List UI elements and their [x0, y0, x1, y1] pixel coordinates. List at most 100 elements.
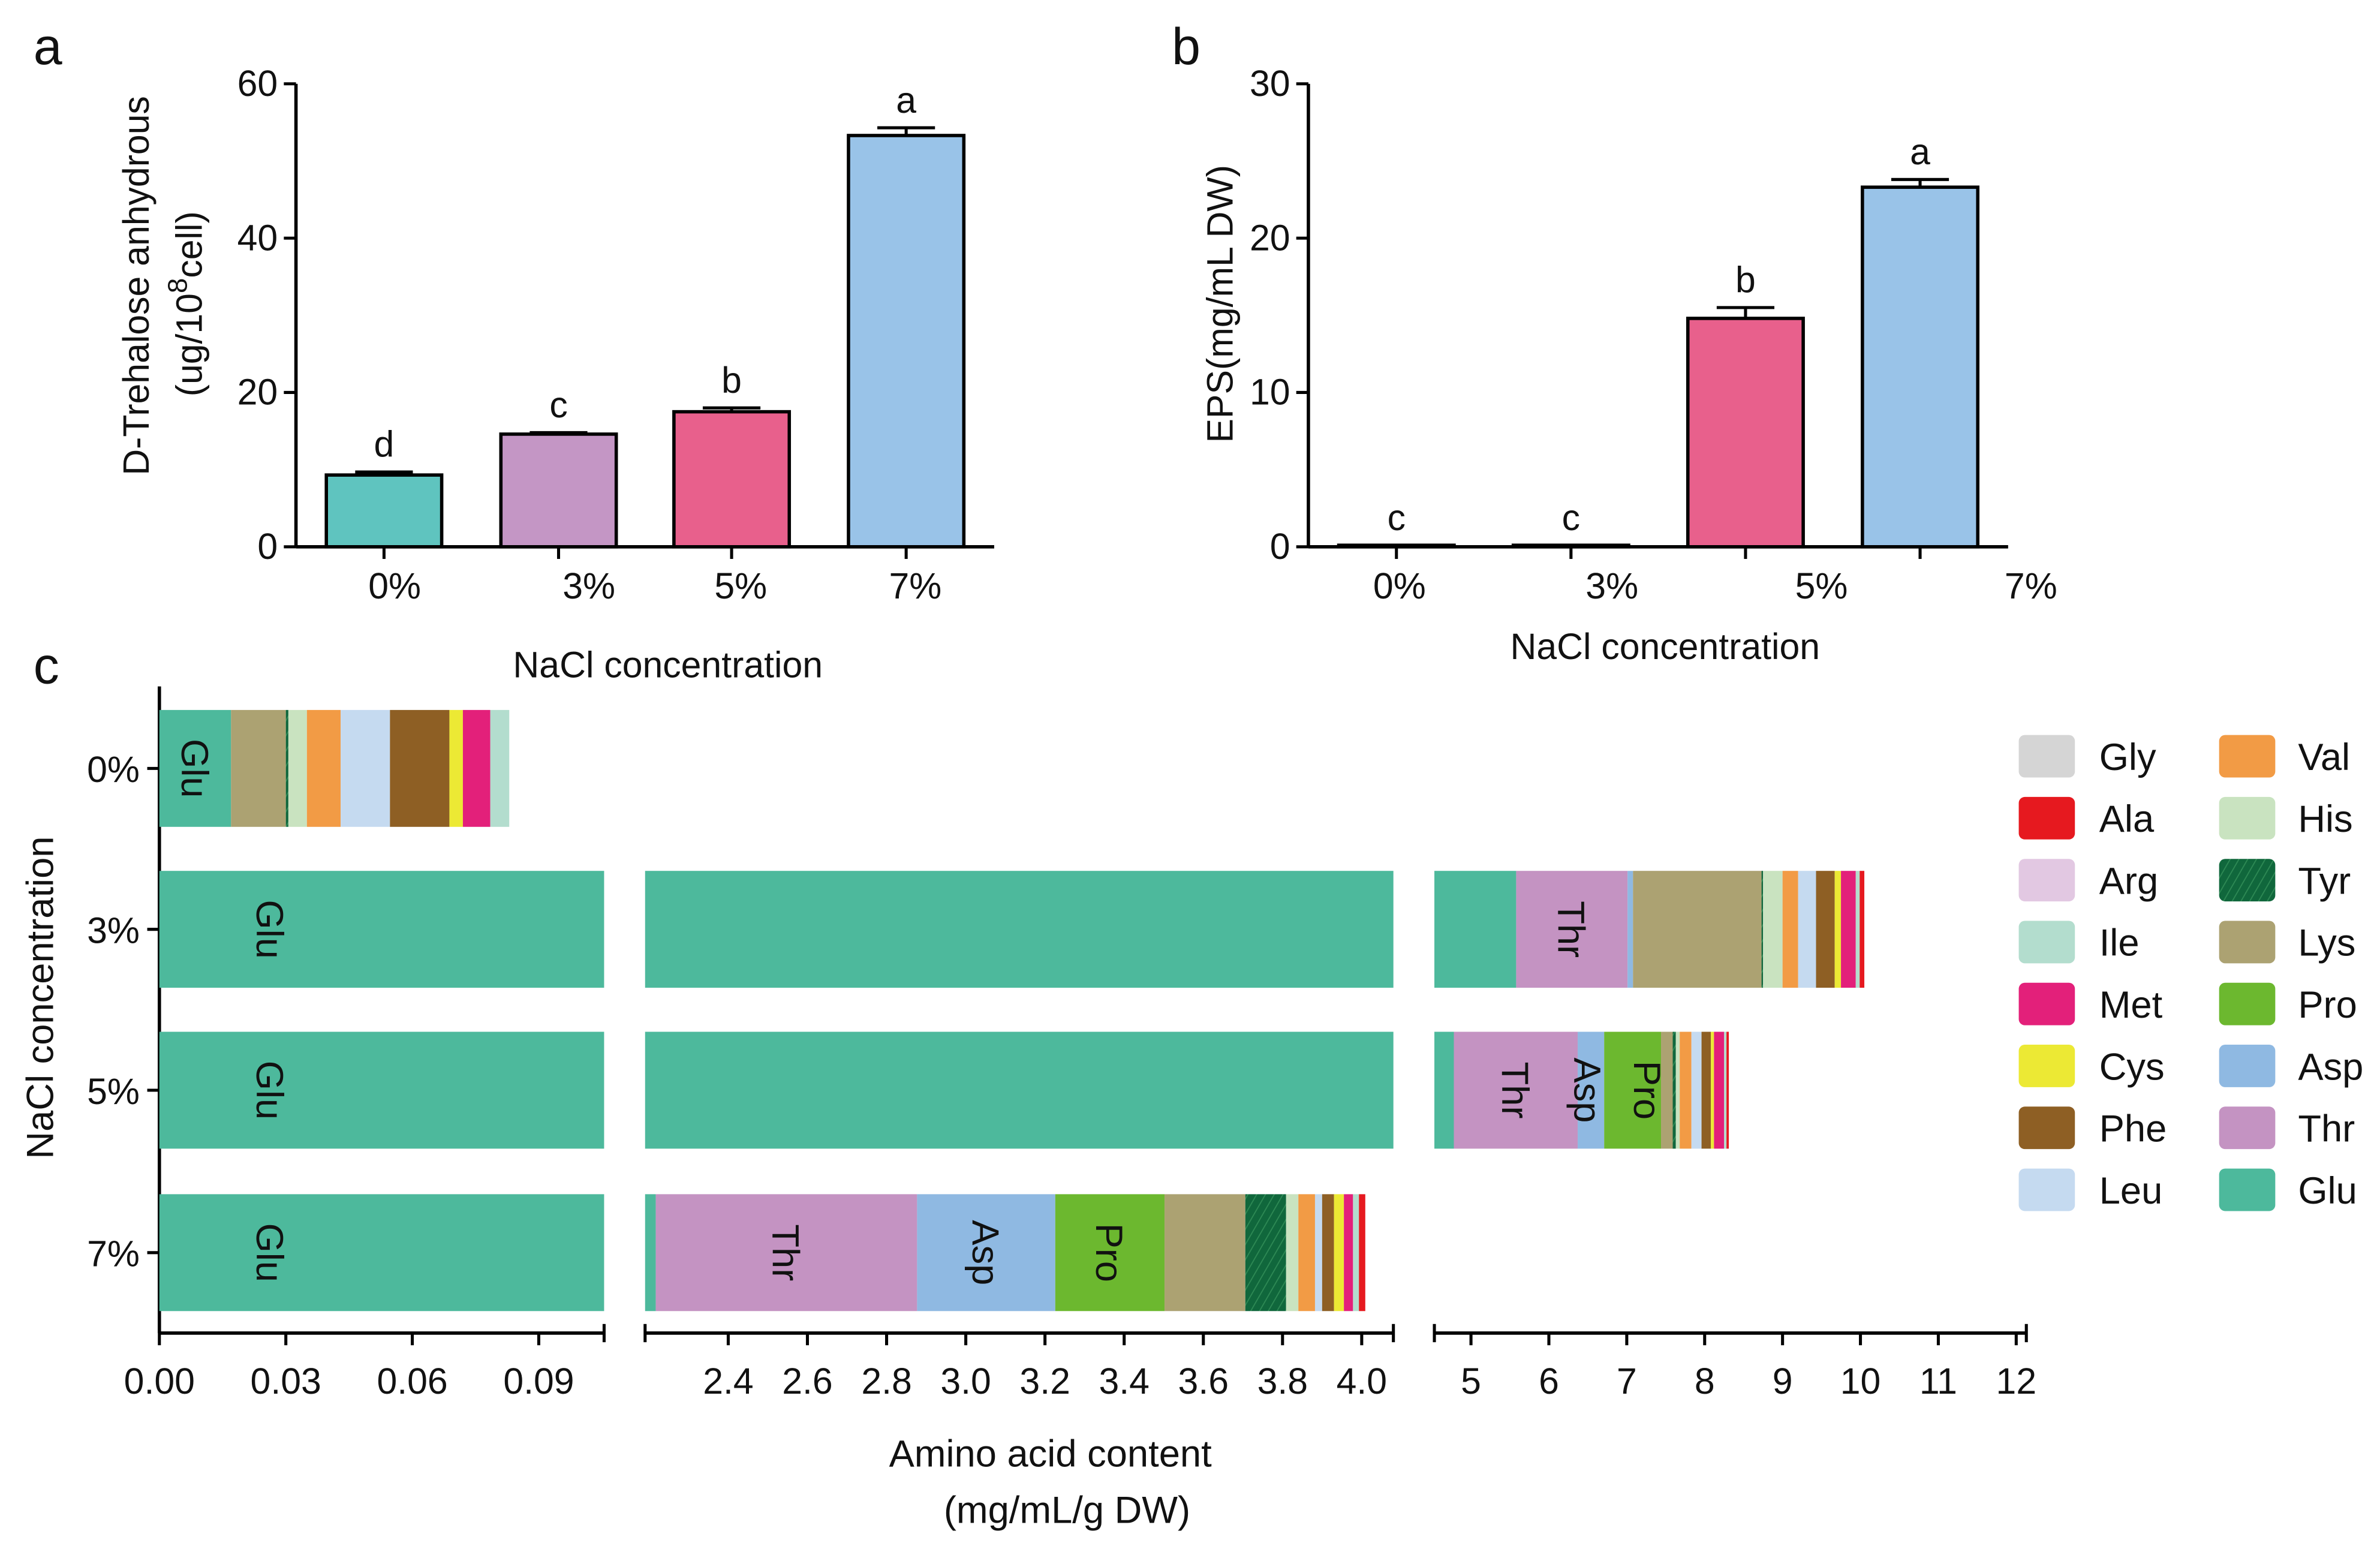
- significance-label: c: [549, 384, 567, 425]
- stack-segment-Cys-5%: [1711, 1031, 1714, 1149]
- panel-a-trehalose-chart: 0 20 40 60 d 0% c 3% b 5% a 7% NaCl concentration D-T…: [116, 63, 994, 685]
- stack-segment-Glu-0%: [159, 709, 231, 827]
- significance-label: a: [1910, 131, 1930, 172]
- bar-0%: [324, 473, 444, 549]
- stack-segment-Glu-3%: [645, 871, 1394, 988]
- stack-segment-Phe-0%: [390, 709, 450, 827]
- y-tick-label: 3%: [87, 910, 140, 951]
- stack-segment-Val-5%: [1680, 1031, 1692, 1149]
- stack-segment-Lys-0%: [231, 709, 286, 827]
- legend-swatch-Phe: [2018, 1106, 2075, 1150]
- bar-3%: [499, 432, 618, 549]
- stack-segment-Thr-3%: [1516, 871, 1628, 988]
- stack-segment-His-5%: [1675, 1031, 1680, 1149]
- panel-label-a: a: [34, 18, 62, 76]
- stack-segment-Cys-7%: [1334, 1194, 1344, 1312]
- y-tick-label: 7%: [87, 1234, 140, 1274]
- legend-swatch-Glu: [2219, 1168, 2276, 1211]
- stack-segment-Ile-0%: [490, 709, 510, 827]
- stack-segment-Lys-7%: [1165, 1194, 1245, 1312]
- stack-segment-Leu-0%: [341, 709, 390, 827]
- x-tick-label: 3%: [1585, 566, 1638, 606]
- x-tick-label: 3.8: [1257, 1361, 1308, 1401]
- stack-segment-Glu-5%: [645, 1031, 1394, 1149]
- legend-label-His: His: [2298, 798, 2352, 840]
- bar-label-Glu: Glu: [248, 900, 290, 958]
- y-tick-label: 0: [257, 526, 278, 567]
- x-tick-label: 0%: [368, 566, 421, 606]
- legend-label-Met: Met: [2099, 984, 2163, 1026]
- x-tick-label: 12: [1996, 1361, 2037, 1401]
- x-tick-label: 8: [1695, 1361, 1715, 1401]
- y-axis-label-line1: D-Trehalose anhydrous: [116, 96, 157, 476]
- bar-7%: [1861, 185, 1980, 549]
- x-tick-label: 3.0: [940, 1361, 991, 1401]
- bar-label-Asp: Asp: [1566, 1057, 1608, 1123]
- legend-label-Tyr: Tyr: [2298, 860, 2351, 902]
- x-axis-label: Amino acid content: [889, 1433, 1212, 1475]
- stack-segment-Met-3%: [1841, 871, 1856, 988]
- legend-swatch-Asp: [2219, 1045, 2276, 1087]
- legend-swatch-Lys: [2219, 921, 2276, 964]
- stack-segment-Glu-7%: [159, 1194, 604, 1312]
- legend-swatch-Met: [2018, 982, 2075, 1025]
- legend-label-Arg: Arg: [2099, 860, 2158, 902]
- stack-segment-His-3%: [1763, 871, 1783, 988]
- stack-segment-Ala-5%: [1726, 1031, 1729, 1149]
- y-tick-label: 20: [237, 372, 278, 413]
- x-tick-label: 3%: [562, 566, 615, 606]
- x-axis-label: NaCl concentration: [1510, 626, 1820, 667]
- significance-label: c: [1562, 497, 1580, 538]
- stack-segment-Tyr-0%: [285, 709, 288, 827]
- legend-label-Cys: Cys: [2099, 1046, 2165, 1088]
- stack-segment-Ala-3%: [1860, 871, 1865, 988]
- x-tick-label: 5%: [1795, 566, 1848, 606]
- x-tick-label: 2.6: [782, 1361, 832, 1401]
- bar-label-Asp: Asp: [964, 1220, 1006, 1285]
- legend-label-Pro: Pro: [2298, 984, 2357, 1026]
- y-label-superscript: 8: [162, 278, 192, 293]
- x-tick-label: 5%: [714, 566, 767, 606]
- legend-label-Lys: Lys: [2298, 922, 2355, 964]
- stack-segment-Asp-3%: [1627, 871, 1633, 988]
- stack-segment-Glu-3%: [1434, 871, 1517, 988]
- bar-7%: [847, 134, 966, 549]
- stack-segment-His-0%: [288, 709, 307, 827]
- bar-label-Thr: Thr: [1550, 901, 1592, 958]
- legend-swatch-Ile: [2018, 921, 2075, 964]
- bar-label-Glu: Glu: [248, 1223, 290, 1282]
- stack-segment-Glu-3%: [159, 871, 604, 988]
- legend-swatch-Pro: [2219, 982, 2276, 1025]
- y-tick-label: 60: [237, 63, 278, 104]
- stack-segment-Glu-5%: [159, 1031, 604, 1149]
- x-tick-label: 0.00: [124, 1361, 195, 1401]
- x-tick-label: 11: [1919, 1361, 1957, 1401]
- legend-label-Ala: Ala: [2099, 798, 2155, 840]
- panel-label-c: c: [34, 637, 59, 695]
- bar-5%: [1686, 317, 1805, 549]
- legend-label-Ile: Ile: [2099, 922, 2140, 964]
- x-tick-label: 2.8: [861, 1361, 911, 1401]
- stack-segment-Leu-7%: [1314, 1194, 1322, 1312]
- bar-label-Pro: Pro: [1626, 1061, 1668, 1120]
- stack-segment-Lys-5%: [1661, 1031, 1673, 1149]
- x-tick-label: 2.4: [703, 1361, 753, 1401]
- x-tick-label: 10: [1840, 1361, 1881, 1401]
- y-axis-label-line2: (ug/108cell): [162, 211, 209, 396]
- bar-5%: [672, 410, 792, 549]
- y-tick-label: 30: [1250, 63, 1290, 104]
- y-label-part: (ug/10: [169, 293, 210, 396]
- bar-label-Thr: Thr: [1494, 1062, 1536, 1119]
- bar-0%: [1337, 543, 1456, 549]
- stack-segment-Glu-7%: [645, 1194, 656, 1312]
- stack-segment-Met-7%: [1344, 1194, 1353, 1312]
- significance-label: b: [1735, 260, 1756, 300]
- legend-swatch-Ala: [2018, 796, 2075, 840]
- legend-label-Val: Val: [2298, 736, 2350, 778]
- stack-segment-Pro-5%: [1604, 1031, 1662, 1149]
- legend-swatch-Val: [2219, 735, 2276, 778]
- significance-label: c: [1388, 497, 1406, 538]
- stack-segment-Phe-3%: [1816, 871, 1835, 988]
- legend-swatch-His: [2219, 796, 2276, 840]
